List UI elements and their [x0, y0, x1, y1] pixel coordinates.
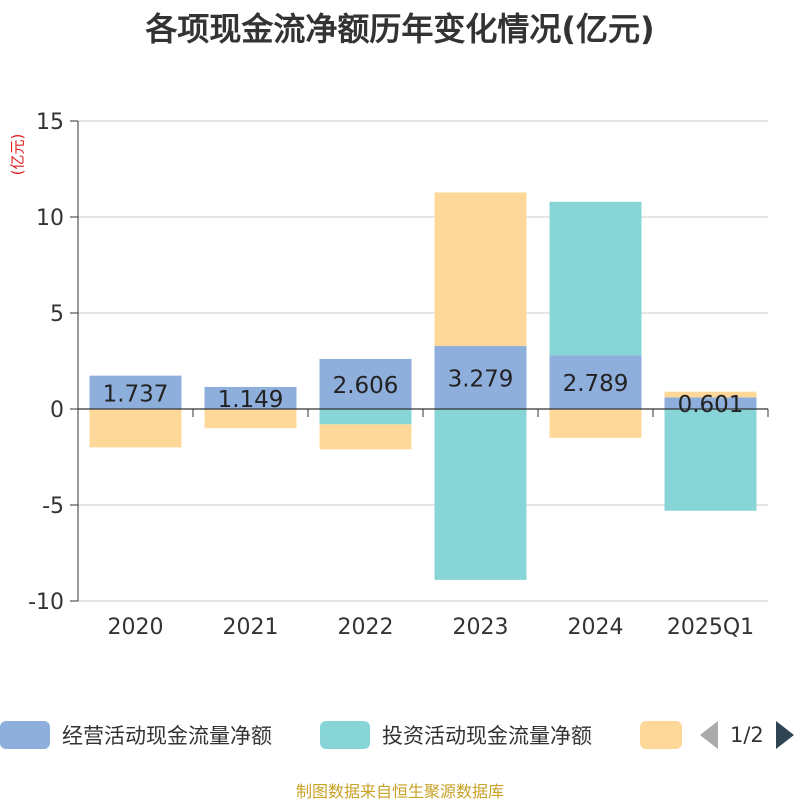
- legend-page-indicator: 1/2: [730, 723, 764, 747]
- y-tick-label: 15: [36, 110, 64, 135]
- bars: [89, 192, 757, 580]
- legend-swatch-financing: [640, 721, 682, 749]
- data-label-2023: 3.279: [448, 367, 514, 393]
- bar-2025Q1-series2: [664, 391, 757, 398]
- legend-item-operating[interactable]: 经营活动现金流量净额: [0, 716, 272, 754]
- x-tick-label: 2025Q1: [667, 615, 754, 640]
- data-label-2021: 1.149: [218, 387, 284, 413]
- bar-2020-series0: [89, 375, 182, 409]
- x-tick-label: 2022: [338, 615, 394, 640]
- x-tick-label: 2024: [568, 615, 624, 640]
- data-label-2022: 2.606: [333, 373, 399, 399]
- x-tick-label: 2020: [108, 615, 164, 640]
- legend: 经营活动现金流量净额 投资活动现金流量净额 1/2: [0, 716, 800, 754]
- legend-swatch-investing: [320, 721, 370, 749]
- bar-chart: -10 -5 0 5 10 15 2020 2021 2022 2023 2024 2025Q1 1.…: [28, 110, 769, 640]
- bar-2024-series0: [549, 355, 642, 409]
- data-label-2024: 2.789: [563, 371, 629, 397]
- legend-label-operating: 经营活动现金流量净额: [62, 724, 272, 748]
- legend-next-icon[interactable]: [775, 721, 794, 749]
- x-tick-label: 2023: [453, 615, 509, 640]
- bar-2022-series1: [319, 409, 412, 425]
- bar-2021-series2: [204, 409, 297, 429]
- legend-swatch-operating: [0, 721, 50, 749]
- y-tick-label: -5: [42, 494, 64, 519]
- bar-2024-series2: [549, 409, 642, 438]
- bar-2021-series0: [204, 386, 297, 409]
- axes: -10 -5 0 5 10 15 2020 2021 2022 2023 2024 2025Q1: [28, 110, 769, 640]
- y-tick-label: 10: [36, 206, 64, 231]
- chart-title: 各项现金流净额历年变化情况(亿元): [145, 10, 655, 48]
- bar-2023-series1: [434, 409, 527, 580]
- y-tick-label: -10: [28, 590, 64, 615]
- data-labels: 1.737 1.149 2.606 3.279 2.789 0.601: [103, 367, 744, 419]
- bar-2024-series1: [549, 201, 642, 356]
- data-label-2025Q1: 0.601: [678, 392, 744, 418]
- bar-2025Q1-series1: [664, 409, 757, 511]
- data-source-note: 制图数据来自恒生聚源数据库: [295, 782, 504, 801]
- legend-label-investing: 投资活动现金流量净额: [382, 724, 592, 748]
- grid-lines: [78, 120, 768, 602]
- bar-2020-series2: [89, 409, 182, 448]
- legend-item-financing[interactable]: [640, 716, 682, 754]
- bar-2025Q1-series0: [664, 397, 757, 409]
- legend-item-investing[interactable]: 投资活动现金流量净额: [320, 716, 592, 754]
- x-tick-label: 2021: [223, 615, 279, 640]
- bar-2022-series2: [319, 424, 412, 450]
- legend-pager: 1/2: [700, 716, 794, 754]
- bar-2022-series0: [319, 358, 412, 409]
- bar-2023-series2: [434, 192, 527, 347]
- bar-2023-series0: [434, 346, 527, 409]
- y-tick-label: 5: [50, 302, 64, 327]
- data-label-2020: 1.737: [103, 381, 169, 407]
- y-tick-label: 0: [50, 398, 64, 423]
- legend-prev-icon[interactable]: [700, 721, 718, 749]
